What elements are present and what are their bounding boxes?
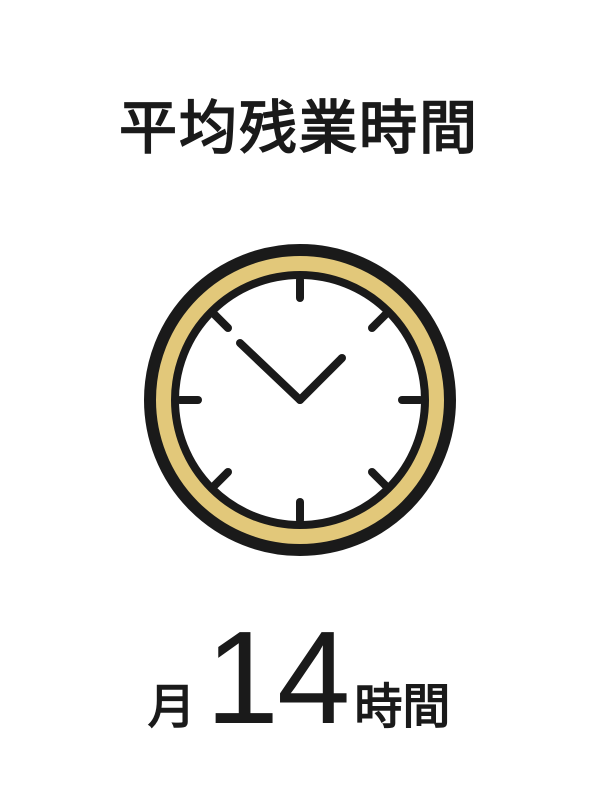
hour-hand [236,339,304,404]
tick-7-30 [211,468,232,489]
clock-ticks [176,276,424,524]
minute-hand [296,354,346,404]
overtime-stat: 月 14 時間 [0,612,598,762]
tick-1-30 [368,311,389,332]
tick-10-30 [211,311,232,332]
page-title: 平均残業時間 [118,94,479,162]
stat-value: 14 [205,604,351,751]
stat-suffix: 時間 [354,679,451,735]
clock-hands [236,339,346,404]
tick-4-30 [368,468,389,489]
stat-prefix: 月 [147,679,196,735]
clock-icon [144,244,456,556]
